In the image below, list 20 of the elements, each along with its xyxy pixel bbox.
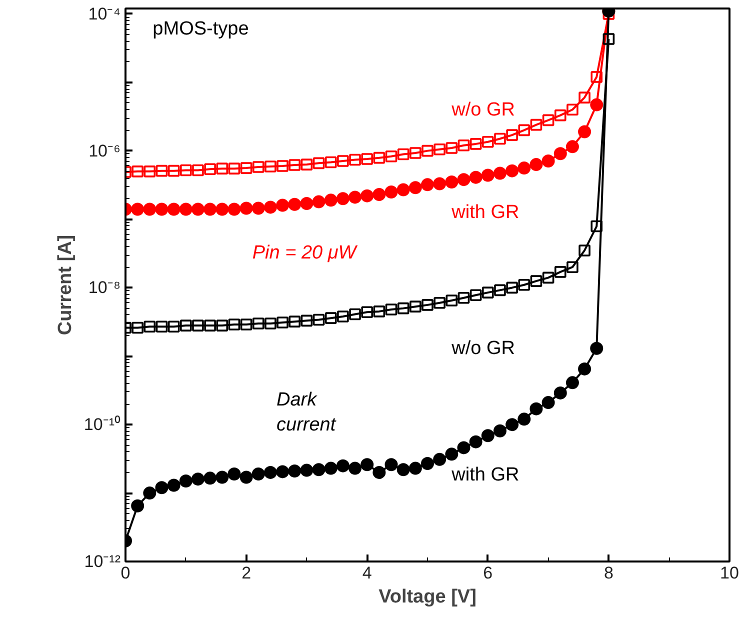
y-tick-label: 10⁻⁴ [88, 4, 121, 24]
x-tick-label: 8 [604, 564, 614, 582]
x-tick-label: 6 [483, 564, 493, 582]
series-label: w/o GR [450, 338, 516, 359]
y-axis-title: Current [A] [54, 234, 76, 336]
x-tick-label: 2 [242, 564, 252, 582]
x-tick-label: 10 [720, 564, 739, 582]
y-tick-label: 10⁻¹⁰ [84, 415, 121, 434]
y-tick-label: 10⁻⁸ [88, 278, 121, 298]
series-label: with GR [450, 464, 520, 486]
x-tick-label: 0 [120, 564, 130, 582]
annotation: Pin = 20 μW [252, 242, 358, 264]
annotation: pMOS-type [152, 18, 249, 40]
x-axis-title: Voltage [V] [378, 586, 476, 608]
annotation: Dark current [276, 389, 336, 436]
y-tick-label: 10⁻¹² [84, 552, 121, 571]
series-label: w/o GR [450, 99, 516, 120]
x-tick-label: 4 [362, 564, 372, 582]
series-label: with GR [450, 202, 520, 223]
y-tick-label: 10⁻⁶ [88, 141, 121, 160]
